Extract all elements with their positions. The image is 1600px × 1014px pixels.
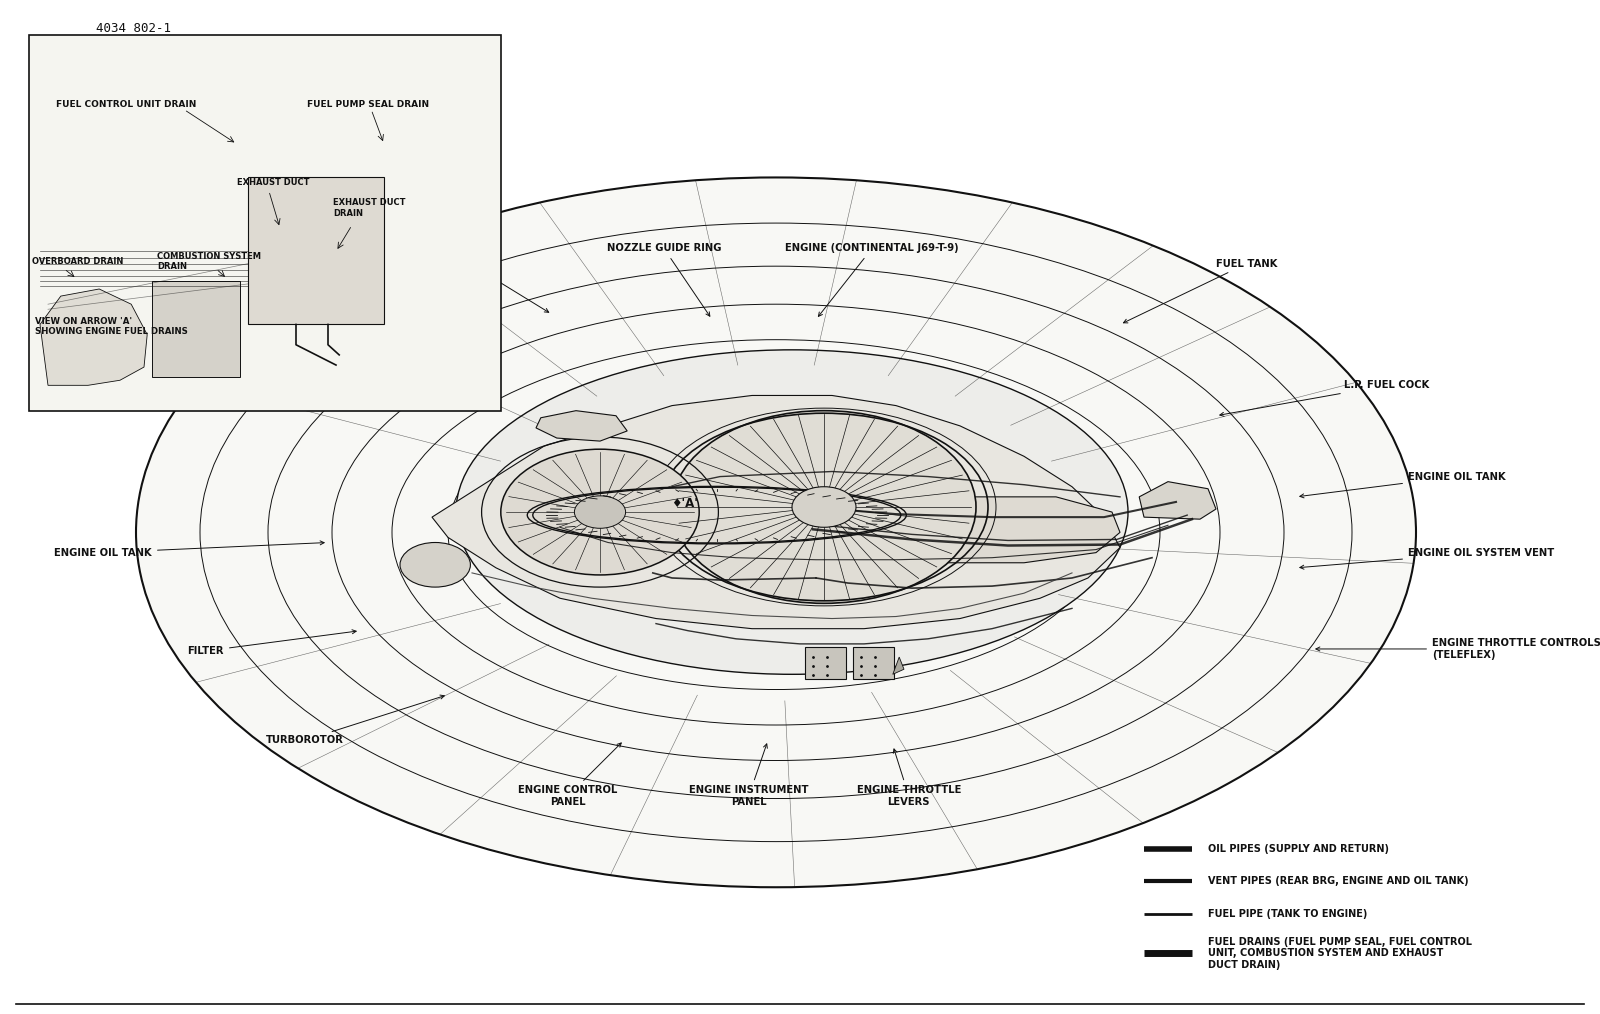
Ellipse shape — [768, 477, 896, 548]
Text: ♦'A': ♦'A' — [672, 498, 698, 510]
Text: OIL PIPES (SUPPLY AND RETURN): OIL PIPES (SUPPLY AND RETURN) — [1208, 844, 1389, 854]
Text: ENGINE CONTROL
PANEL: ENGINE CONTROL PANEL — [518, 743, 621, 807]
Text: FUEL PUMP SEAL DRAIN: FUEL PUMP SEAL DRAIN — [307, 100, 429, 108]
Circle shape — [400, 542, 470, 587]
Text: TURBOROTOR: TURBOROTOR — [266, 695, 445, 745]
Text: ENGINE OIL SYSTEM VENT: ENGINE OIL SYSTEM VENT — [1299, 548, 1554, 569]
Text: L.P. FUEL COCK: L.P. FUEL COCK — [1219, 380, 1429, 417]
FancyBboxPatch shape — [29, 35, 501, 411]
Text: FUEL TANK: FUEL TANK — [1123, 259, 1277, 322]
Text: ENGINE OIL TANK: ENGINE OIL TANK — [1299, 472, 1506, 498]
Text: ENGINE THROTTLE
LEVERS: ENGINE THROTTLE LEVERS — [856, 749, 962, 807]
Text: NOZZLE GUIDE RING: NOZZLE GUIDE RING — [606, 243, 722, 316]
Text: VENT PIPES (REAR BRG, ENGINE AND OIL TANK): VENT PIPES (REAR BRG, ENGINE AND OIL TAN… — [1208, 876, 1469, 886]
Text: EXHAUST DUCT: EXHAUST DUCT — [237, 178, 309, 187]
Text: ENGINE (CONTINENTAL J69-T-9): ENGINE (CONTINENTAL J69-T-9) — [786, 243, 958, 316]
Text: ENGINE INSTRUMENT
PANEL: ENGINE INSTRUMENT PANEL — [690, 744, 808, 807]
Text: OVERBOARD DRAIN: OVERBOARD DRAIN — [32, 258, 123, 266]
Polygon shape — [536, 411, 627, 441]
FancyBboxPatch shape — [152, 281, 240, 377]
Text: VIEW ON ARROW 'A'
SHOWING ENGINE FUEL DRAINS: VIEW ON ARROW 'A' SHOWING ENGINE FUEL DR… — [35, 316, 189, 337]
Text: FILTER: FILTER — [187, 630, 357, 656]
Ellipse shape — [136, 177, 1416, 887]
FancyBboxPatch shape — [853, 647, 894, 679]
Polygon shape — [432, 395, 1120, 629]
Text: FUEL DRAINS (FUEL PUMP SEAL, FUEL CONTROL
UNIT, COMBUSTION SYSTEM AND EXHAUST
DU: FUEL DRAINS (FUEL PUMP SEAL, FUEL CONTRO… — [1208, 937, 1472, 969]
Circle shape — [672, 411, 976, 603]
Text: ENGINE THROTTLE CONTROLS
(TELEFLEX): ENGINE THROTTLE CONTROLS (TELEFLEX) — [1315, 638, 1600, 660]
Text: FUEL CONTROL UNIT DRAIN: FUEL CONTROL UNIT DRAIN — [56, 100, 197, 108]
Text: COMBUSTION SYSTEM
DRAIN: COMBUSTION SYSTEM DRAIN — [157, 251, 261, 272]
FancyBboxPatch shape — [805, 647, 846, 679]
Ellipse shape — [456, 350, 1128, 674]
Text: EXHAUST DUCT
DRAIN: EXHAUST DUCT DRAIN — [333, 198, 405, 218]
Circle shape — [792, 487, 856, 527]
Text: FUEL PIPE (TANK TO ENGINE): FUEL PIPE (TANK TO ENGINE) — [1208, 909, 1368, 919]
Polygon shape — [40, 289, 147, 385]
Polygon shape — [893, 657, 904, 674]
Circle shape — [501, 449, 699, 575]
Polygon shape — [1139, 482, 1216, 519]
Text: 4034 802-1: 4034 802-1 — [96, 22, 171, 35]
Text: ENGINE OIL TANK: ENGINE OIL TANK — [54, 540, 325, 558]
FancyBboxPatch shape — [248, 177, 384, 324]
Text: EXHAUST DUCT: EXHAUST DUCT — [402, 243, 549, 312]
Circle shape — [574, 496, 626, 528]
Polygon shape — [813, 497, 1120, 563]
